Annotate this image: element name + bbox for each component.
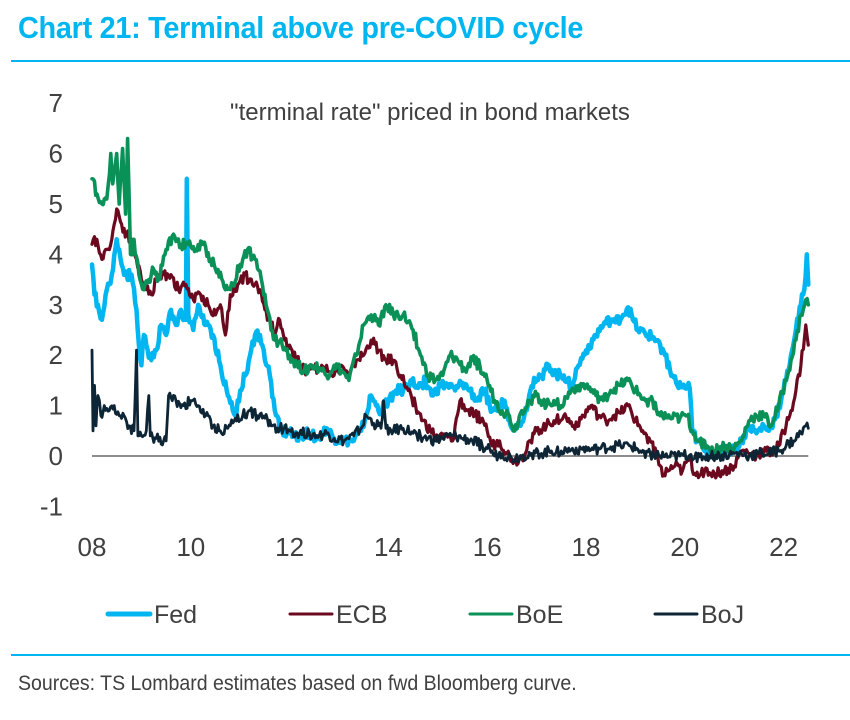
y-tick-label: -1 <box>40 491 63 521</box>
source-note: Sources: TS Lombard estimates based on f… <box>18 672 577 695</box>
x-tick-label: 16 <box>473 532 502 562</box>
x-tick-label: 14 <box>374 532 403 562</box>
x-tick-label: 08 <box>78 532 107 562</box>
y-tick-label: 0 <box>49 441 63 471</box>
series-line-boj <box>90 348 810 464</box>
legend-label: BoE <box>516 601 563 629</box>
x-tick-label: 18 <box>572 532 601 562</box>
legend-label: ECB <box>336 601 387 629</box>
y-axis: 7 6 5 4 3 2 1 0 -1 <box>40 88 63 521</box>
title-divider <box>11 60 850 62</box>
legend-item-fed: Fed <box>105 601 197 629</box>
y-tick-label: 3 <box>49 290 63 320</box>
series-line-fed <box>89 176 811 461</box>
footer-divider <box>11 654 850 656</box>
y-tick-label: 6 <box>49 139 63 169</box>
series-group <box>89 136 811 480</box>
legend-label: BoJ <box>701 601 744 629</box>
x-tick-label: 22 <box>769 532 798 562</box>
x-tick-label: 10 <box>176 532 205 562</box>
chart-subtitle: "terminal rate" priced in bond markets <box>230 99 630 126</box>
x-tick-label: 12 <box>275 532 304 562</box>
y-tick-label: 5 <box>49 189 63 219</box>
x-tick-label: 20 <box>670 532 699 562</box>
legend-item-ecb: ECB <box>288 601 387 629</box>
x-axis: 08 10 12 14 16 18 20 22 <box>78 532 799 562</box>
legend-item-boe: BoE <box>468 601 563 629</box>
legend: Fed ECB BoE BoJ <box>105 601 744 629</box>
y-tick-label: 4 <box>49 239 63 269</box>
line-chart: "terminal rate" priced in bond markets 7… <box>40 88 811 629</box>
legend-label: Fed <box>154 601 197 629</box>
y-tick-label: 7 <box>49 88 63 118</box>
series-line-boe <box>90 136 811 457</box>
y-tick-label: 1 <box>49 391 63 421</box>
legend-item-boj: BoJ <box>653 601 744 629</box>
chart-title: Chart 21: Terminal above pre-COVID cycle <box>18 10 584 45</box>
y-tick-label: 2 <box>49 340 63 370</box>
